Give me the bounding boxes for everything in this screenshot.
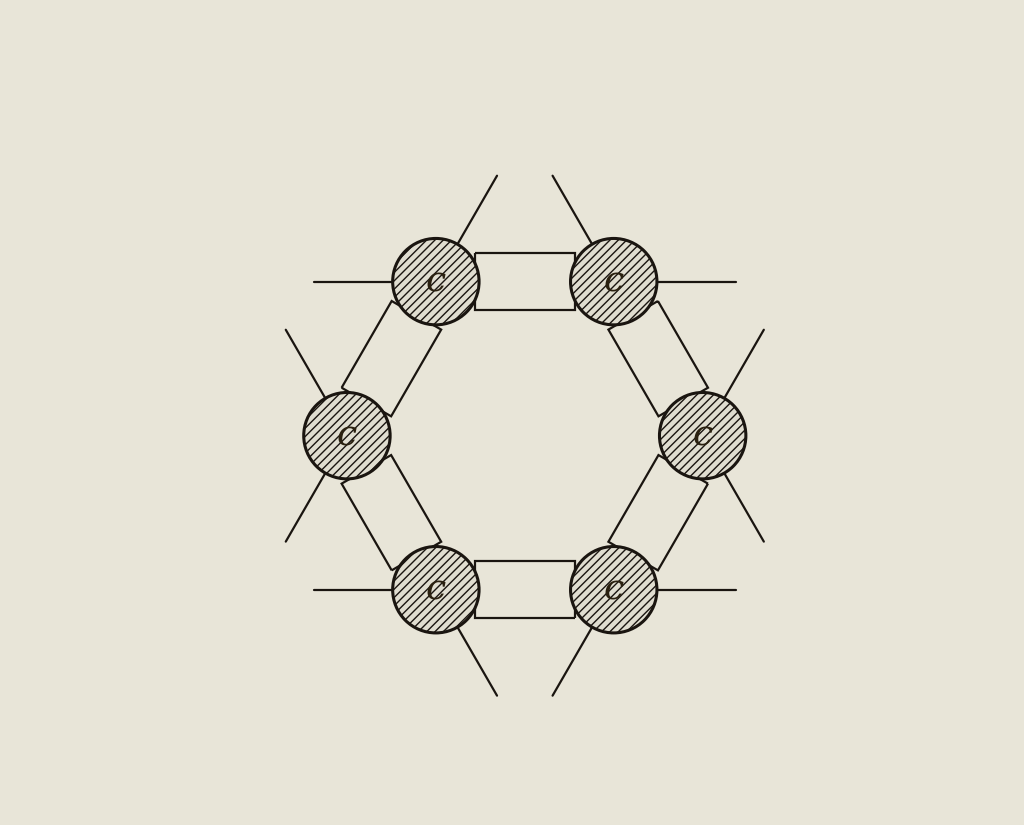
Ellipse shape [659, 393, 745, 478]
Ellipse shape [392, 238, 479, 325]
Ellipse shape [392, 546, 479, 633]
Text: c: c [692, 418, 713, 453]
Ellipse shape [659, 393, 745, 478]
Ellipse shape [570, 546, 657, 633]
Text: c: c [337, 418, 357, 453]
Text: c: c [426, 573, 446, 606]
Ellipse shape [392, 546, 479, 633]
Ellipse shape [570, 238, 657, 325]
Ellipse shape [304, 393, 390, 478]
Text: c: c [603, 265, 624, 299]
Ellipse shape [570, 546, 657, 633]
Ellipse shape [304, 393, 390, 478]
Text: c: c [426, 265, 446, 299]
Ellipse shape [392, 238, 479, 325]
Ellipse shape [570, 238, 657, 325]
Text: c: c [603, 573, 624, 606]
